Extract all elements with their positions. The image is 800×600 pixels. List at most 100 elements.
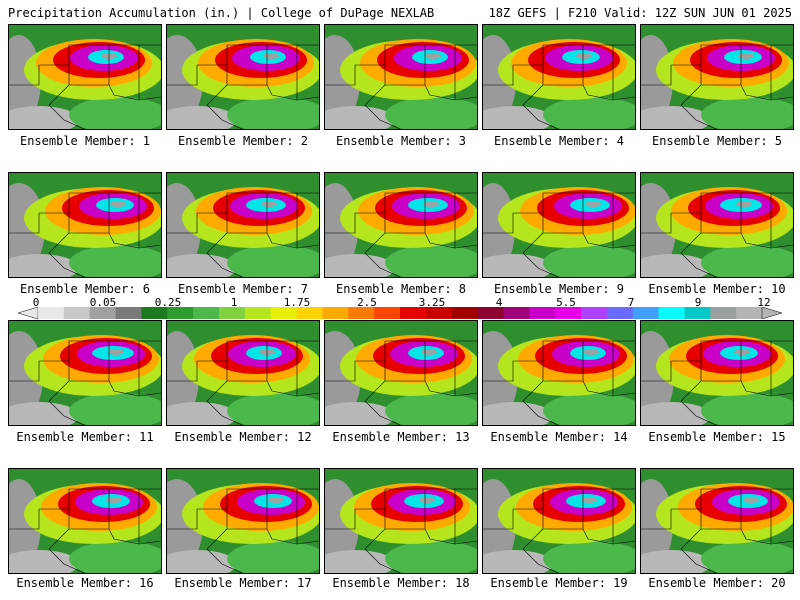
ensemble-member-map [166,468,320,574]
precip-contour [385,393,477,425]
dry-area [641,550,711,573]
model-run-info: 18Z GEFS | F210 Valid: 12Z SUN JUN 01 20… [488,6,792,20]
colorbar-tick-label: 1.75 [283,296,311,309]
state-boundaries [325,488,477,573]
dry-area [167,254,237,277]
ensemble-member-map [324,172,478,278]
precip-contour [701,97,793,129]
precip-contour [261,201,277,207]
colorbar-swatch [529,307,556,319]
ensemble-member-label: Ensemble Member: 10 [648,282,786,296]
ensemble-member-label: Ensemble Member: 18 [332,576,470,590]
state-boundaries [641,44,793,129]
chart-title: Precipitation Accumulation (in.) | Colle… [8,6,435,20]
colorbar-swatch [606,307,634,319]
state-boundaries [9,192,161,277]
dry-area [641,106,711,129]
precip-map-graphic [483,321,635,425]
ensemble-member-label: Ensemble Member: 16 [16,576,154,590]
state-boundaries [9,488,161,573]
precip-contour [421,349,437,355]
ensemble-member-label: Ensemble Member: 7 [177,282,309,296]
colorbar-swatch [38,307,65,319]
state-boundaries [641,340,793,425]
colorbar-tick-label: 12 [757,296,771,309]
ensemble-member-map [482,468,636,574]
precipitation-colorbar [18,307,782,319]
ensemble-member-label: Ensemble Member: 12 [174,430,312,444]
colorbar-swatch [296,307,323,319]
precip-map-graphic [325,25,477,129]
ensemble-member-map [324,320,478,426]
precip-contour [227,245,319,277]
ensemble-member-map [640,320,794,426]
dry-area [483,402,553,425]
ensemble-member-label: Ensemble Member: 20 [648,576,786,590]
colorbar-swatch [348,307,375,319]
dry-area [9,402,79,425]
precip-map-graphic [325,469,477,573]
colorbar-swatch [736,307,763,319]
state-boundaries [641,488,793,573]
dry-area [9,106,79,129]
precip-contour [110,201,126,207]
precip-map-graphic [325,173,477,277]
precip-contour [419,497,435,503]
colorbar-swatch [400,307,427,319]
ensemble-member-map [8,468,162,574]
precip-contour [108,349,124,355]
colorbar-swatch [244,307,272,319]
dry-area [167,550,237,573]
state-boundaries [483,192,635,277]
colorbar-swatch [658,307,685,319]
dry-area [167,402,237,425]
ensemble-member-map [482,320,636,426]
precip-contour [543,393,635,425]
state-boundaries [9,340,161,425]
precip-contour [268,497,284,503]
colorbar-tick-label: 5.5 [556,296,576,309]
ensemble-member-map [324,24,478,130]
colorbar-tick-label: 0.05 [89,296,117,309]
precip-contour [701,541,793,573]
state-boundaries [325,340,477,425]
colorbar-tick-label: 0.25 [154,296,182,309]
dry-area [325,106,395,129]
precip-contour [543,97,635,129]
ensemble-member-label: Ensemble Member: 9 [493,282,625,296]
precip-map-graphic [483,173,635,277]
colorbar-swatch [270,307,298,319]
dry-area [641,402,711,425]
state-boundaries [325,44,477,129]
precip-contour [69,97,161,129]
ensemble-member-label: Ensemble Member: 19 [490,576,628,590]
precip-map-graphic [9,469,161,573]
precip-contour [227,97,319,129]
dry-area [325,402,395,425]
colorbar-max-arrow [761,307,782,319]
precip-contour [583,349,599,355]
ensemble-member-label: Ensemble Member: 2 [177,134,309,148]
ensemble-member-map [166,320,320,426]
ensemble-member-map [166,172,320,278]
dry-area [9,254,79,277]
state-boundaries [167,192,319,277]
precip-map-graphic [9,25,161,129]
ensemble-member-map [640,172,794,278]
ensemble-member-label: Ensemble Member: 1 [19,134,151,148]
precip-contour [743,497,759,503]
precip-contour [576,53,592,59]
colorbar-swatch [477,307,504,319]
ensemble-member-label: Ensemble Member: 3 [335,134,467,148]
colorbar-swatch [710,307,737,319]
precip-contour [585,201,601,207]
precip-map-graphic [641,173,793,277]
state-boundaries [167,44,319,129]
precip-map-graphic [641,469,793,573]
precip-contour [701,393,793,425]
precip-map-graphic [167,173,319,277]
colorbar-tick-label: 4 [495,296,503,309]
colorbar-swatch [63,307,91,319]
state-boundaries [483,488,635,573]
colorbar-swatch [425,307,453,319]
